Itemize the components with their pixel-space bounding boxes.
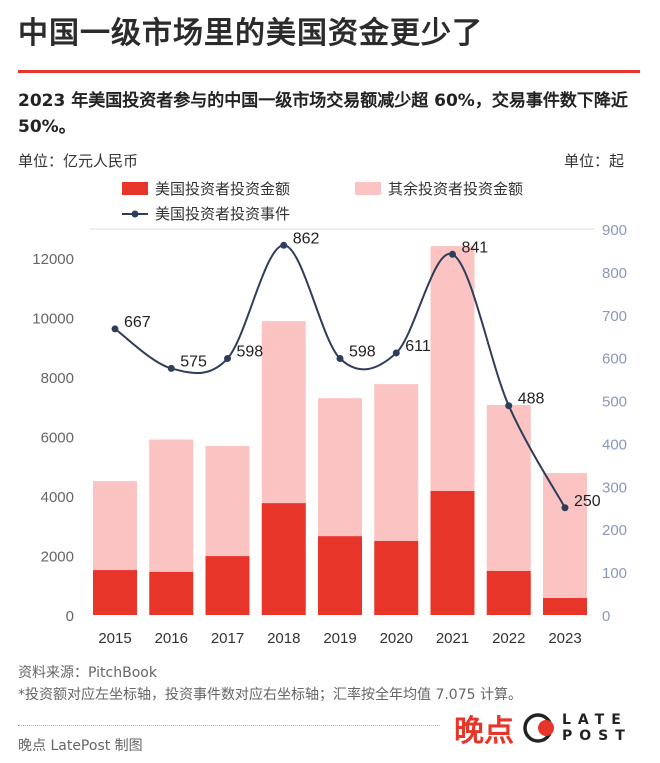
source-note: 资料来源：PitchBook [18, 665, 157, 681]
logo-en: LATE POST [562, 712, 632, 744]
events-point [280, 241, 288, 249]
bar-us-amount [318, 536, 362, 615]
legend-label: 其余投资者投资金额 [388, 180, 524, 198]
events-point [392, 349, 400, 357]
bar-us-amount [149, 571, 194, 615]
bar-other-amount [318, 398, 362, 537]
left-axis-tick: 4000 [41, 489, 74, 506]
right-axis-tick: 0 [602, 608, 610, 625]
x-axis-tick: 2021 [436, 630, 469, 647]
events-data-label: 575 [180, 353, 207, 370]
logo-cn: 晚点 [454, 714, 514, 749]
x-axis-tick: 2016 [155, 630, 188, 647]
right-axis-tick: 100 [602, 565, 627, 582]
events-point [111, 325, 119, 333]
bar-us-amount [486, 570, 531, 615]
bar-other-amount [261, 321, 306, 504]
right-axis-tick: 800 [602, 265, 627, 282]
left-axis-tick: 2000 [41, 549, 74, 566]
chart-title: 中国一级市场里的美国资金更少了 [18, 16, 483, 51]
credit: 晚点 LatePost 制图 [18, 738, 143, 754]
left-axis-tick: 8000 [41, 370, 74, 387]
right-axis-tick: 700 [602, 308, 627, 325]
bar-other-amount [543, 473, 587, 599]
events-data-label: 250 [574, 493, 601, 510]
left-axis-tick: 0 [66, 608, 74, 625]
bar-other-amount [93, 481, 137, 571]
footer-divider [18, 725, 440, 726]
chart-subtitle: 2023 年美国投资者参与的中国一级市场交易额减少超 60%，交易事件数下降近 … [18, 91, 628, 137]
right-axis-tick: 400 [602, 436, 627, 453]
bar-other-amount [430, 246, 475, 491]
bar-us-amount [205, 556, 250, 615]
left-axis-unit: 单位：亿元人民币 [18, 152, 139, 170]
bar-us-amount [374, 540, 419, 615]
events-point [561, 504, 569, 512]
legend-us-amount: 美国投资者投资金额 [122, 178, 290, 199]
latepost-logo: 晚点 LATE POST [454, 706, 632, 750]
events-point [449, 250, 456, 258]
events-data-label: 841 [462, 239, 489, 256]
left-axis-tick: 10000 [32, 311, 74, 328]
bar-us-amount [543, 598, 587, 615]
x-axis-tick: 2020 [380, 630, 413, 647]
events-data-label: 488 [518, 391, 545, 408]
events-point [336, 355, 344, 363]
x-axis-tick: 2018 [267, 630, 300, 647]
bar-us-amount [430, 490, 475, 615]
legend-line-marker-icon [122, 210, 148, 217]
events-data-label: 598 [237, 344, 264, 361]
legend-label: 美国投资者投资金额 [155, 180, 291, 198]
events-data-label: 611 [405, 338, 431, 355]
legend-swatch [122, 182, 148, 195]
events-point [224, 355, 231, 363]
events-line [114, 244, 566, 509]
events-point [505, 402, 513, 410]
events-data-label: 667 [124, 314, 151, 331]
bar-us-amount [261, 503, 306, 615]
right-axis-tick: 300 [602, 479, 627, 496]
bar-other-amount [486, 404, 531, 571]
right-axis-unit: 单位：起 [563, 152, 624, 170]
logo-en-top: LATE [562, 712, 628, 728]
x-axis-tick: 2017 [211, 630, 244, 647]
left-axis-tick: 12000 [32, 251, 74, 268]
legend-us-events: 美国投资者投资事件 [122, 203, 290, 224]
right-axis-tick: 200 [602, 522, 627, 539]
x-axis-tick: 2015 [98, 630, 131, 647]
left-axis-tick: 6000 [41, 430, 74, 447]
events-data-label: 598 [349, 344, 376, 361]
right-axis-tick: 900 [602, 222, 627, 239]
bar-us-amount [93, 570, 137, 615]
x-axis-tick: 2019 [323, 630, 356, 647]
legend-other-amount: 其余投资者投资金额 [355, 178, 523, 199]
bar-other-amount [149, 439, 194, 572]
footnote: *投资额对应左坐标轴，投资事件数对应右坐标轴；汇率按全年均值 7.075 计算。 [18, 687, 522, 703]
bar-other-amount [205, 446, 250, 557]
right-axis-tick: 600 [602, 351, 627, 368]
x-axis-tick: 2022 [492, 630, 525, 647]
bar-other-amount [374, 384, 419, 541]
legend-swatch [355, 182, 381, 195]
x-axis-tick: 2023 [548, 630, 581, 647]
logo-en-bottom: POST [562, 728, 632, 744]
legend-label: 美国投资者投资事件 [155, 205, 291, 223]
title-divider [18, 70, 640, 73]
events-data-label: 862 [293, 230, 320, 247]
right-axis-tick: 500 [602, 394, 627, 411]
logo-circle-icon [523, 713, 554, 743]
events-point [167, 364, 175, 372]
